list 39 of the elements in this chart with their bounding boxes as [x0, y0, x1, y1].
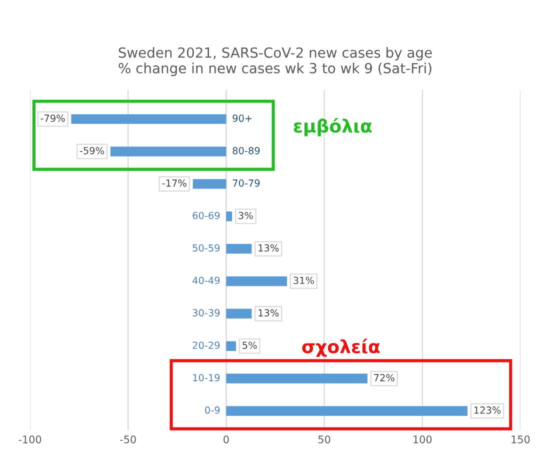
- x-tick-label: 50: [318, 435, 330, 444]
- data-label: -17%: [162, 179, 186, 187]
- x-tick-label: -100: [18, 435, 42, 444]
- y-tick-label: 20-29: [192, 342, 220, 349]
- y-tick-label: 50-59: [192, 244, 220, 252]
- chart-title: Sweden 2021, SARS-CoV-2 new cases by age % change in new cases wk 3 to wk 9 (Sat-Fri): [118, 47, 432, 76]
- data-label: 72%: [374, 374, 394, 382]
- bar: [110, 146, 226, 156]
- y-tick-label: 30-39: [192, 309, 220, 316]
- data-label: 13%: [258, 244, 279, 252]
- bar: [226, 276, 288, 286]
- annotation: εμβόλια: [294, 118, 372, 136]
- data-label: 3%: [238, 212, 253, 220]
- y-tick-label: 40-49: [192, 276, 220, 284]
- annotation: σχολεία: [302, 338, 380, 357]
- bar: [226, 374, 368, 384]
- bar: [226, 406, 468, 416]
- y-tick-label: 60-69: [192, 212, 220, 220]
- y-tick-label: 0-9: [205, 406, 220, 414]
- y-tick-label: 70-79: [232, 179, 260, 187]
- bar: [71, 114, 226, 124]
- data-label: 123%: [474, 406, 501, 414]
- bar: [226, 308, 252, 319]
- bar: [226, 244, 252, 254]
- data-label: -59%: [80, 146, 104, 154]
- data-label: 31%: [294, 276, 314, 284]
- x-tick-label: 100: [414, 435, 432, 444]
- bar: [226, 212, 232, 222]
- data-label: 5%: [242, 342, 257, 349]
- x-tick-label: -50: [120, 435, 136, 444]
- y-tick-label: 10-19: [193, 374, 220, 382]
- y-tick-label: 90+: [232, 114, 252, 122]
- x-tick-label: 150: [512, 435, 530, 444]
- bar: [192, 179, 226, 189]
- y-tick-label: 80-89: [232, 146, 260, 154]
- x-tick-label: 0: [224, 435, 229, 444]
- data-label: 13%: [258, 309, 279, 316]
- bar: [226, 341, 236, 351]
- data-label: -79%: [40, 114, 65, 122]
